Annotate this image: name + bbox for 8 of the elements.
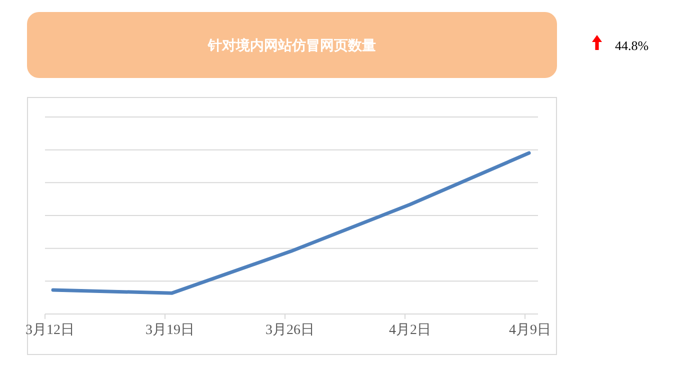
text: 44.8% (615, 38, 649, 53)
title: 针对境内网站仿冒网页数量 (27, 12, 557, 78)
x-tick-label: 3月19日 (146, 323, 194, 338)
chart-title: 针对境内网站仿冒网页数量 (207, 37, 376, 54)
x-tick-label: 3月26日 (266, 323, 314, 338)
x-tick-label: 4月9日 (509, 323, 551, 338)
x-tick-label: 4月2日 (389, 323, 431, 338)
x-tick-label: 3月12日 (26, 323, 74, 338)
